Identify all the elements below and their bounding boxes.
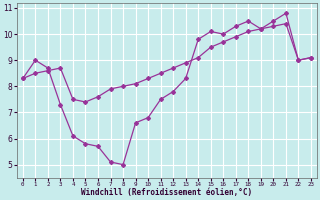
X-axis label: Windchill (Refroidissement éolien,°C): Windchill (Refroidissement éolien,°C) bbox=[81, 188, 252, 197]
